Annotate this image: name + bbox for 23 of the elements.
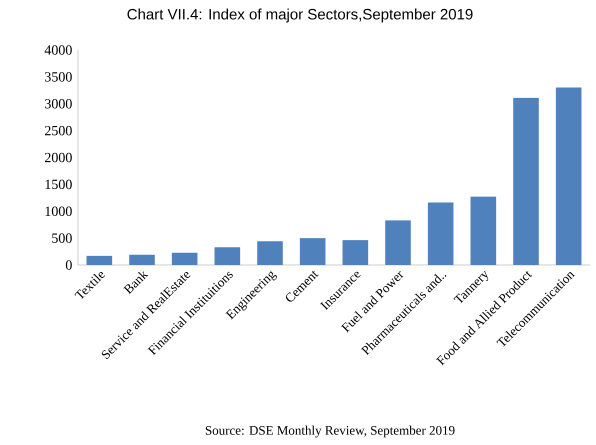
y-tick-label: 3000: [45, 99, 72, 108]
bar: [513, 98, 539, 265]
y-tick-label: 1500: [46, 180, 72, 190]
bar: [129, 254, 155, 265]
bar: [470, 196, 496, 265]
bar: [556, 88, 582, 265]
y-tick-label: 3500: [45, 72, 72, 82]
bar: [300, 238, 326, 265]
bar: [172, 252, 198, 265]
bar: [428, 202, 454, 265]
source-note: Source: DSE Monthly Review, September 2019: [206, 426, 455, 438]
y-tick-label: 0: [66, 260, 72, 270]
y-tick-label: 2000: [44, 152, 72, 162]
chart-title: Chart VII.4: Index of major Sectors,September 2019: [127, 8, 473, 23]
bar: [257, 241, 283, 265]
bar: [214, 247, 240, 265]
y-tick-label: 2500: [44, 126, 72, 136]
y-tick-label: 4000: [44, 45, 72, 55]
bar: [385, 220, 411, 265]
bar: [342, 240, 368, 265]
bar: [86, 256, 112, 265]
y-tick-label: 1000: [46, 206, 72, 216]
y-tick-label: 500: [52, 233, 72, 243]
